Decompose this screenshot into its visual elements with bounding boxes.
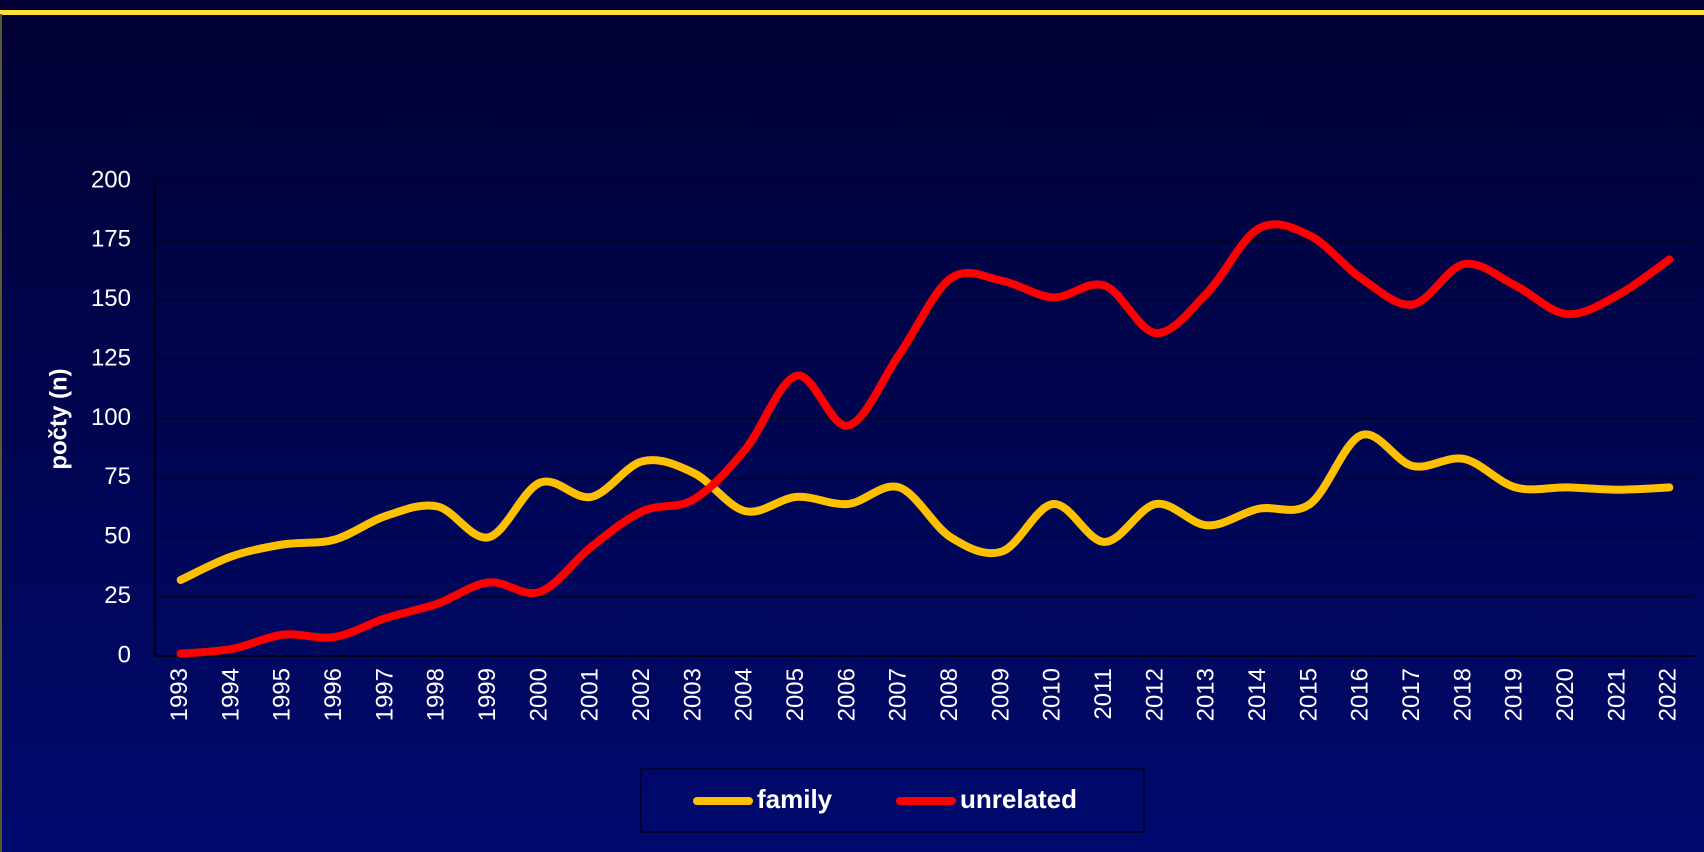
x-tick-label: 2014	[1244, 668, 1271, 721]
x-tick-label: 1997	[371, 668, 398, 721]
x-tick-label: 2001	[577, 668, 604, 721]
legend-label: family	[757, 784, 833, 814]
y-tick-label: 75	[104, 463, 131, 490]
x-tick-label: 2005	[782, 668, 809, 721]
y-axis-label: počty (n)	[45, 368, 72, 469]
x-tick-label: 2011	[1090, 668, 1117, 720]
x-tick-label: 2016	[1347, 668, 1374, 721]
x-tick-label: 2013	[1193, 668, 1220, 721]
x-tick-label: 1993	[166, 668, 193, 721]
x-tick-label: 2004	[731, 668, 758, 721]
x-tick-label: 1994	[217, 668, 244, 721]
y-tick-label: 175	[91, 226, 131, 253]
x-tick-label: 2003	[679, 668, 706, 721]
top-rule	[0, 10, 1704, 15]
series-line	[176, 220, 1674, 658]
x-tick-label: 2021	[1603, 668, 1630, 721]
legend-box	[640, 768, 1145, 833]
x-tick-label: 2019	[1501, 668, 1528, 721]
x-tick-label: 1996	[320, 668, 347, 721]
x-tick-label: 1998	[423, 668, 450, 721]
x-tick-label: 2002	[628, 668, 655, 721]
y-tick-label: 0	[118, 641, 131, 668]
x-tick-label: 2006	[833, 668, 860, 721]
legend-label: unrelated	[960, 784, 1077, 814]
x-tick-label: 2015	[1295, 668, 1322, 721]
x-tick-label: 2000	[525, 668, 552, 721]
x-tick-label: 1995	[269, 668, 296, 721]
x-tick-label: 2022	[1655, 668, 1682, 721]
y-tick-label: 200	[91, 166, 131, 193]
y-tick-label: 125	[91, 344, 131, 371]
x-tick-label: 2007	[885, 668, 912, 721]
x-tick-label: 1999	[474, 668, 501, 721]
x-tick-label: 2010	[1039, 668, 1066, 721]
x-tick-label: 2008	[936, 668, 963, 721]
x-tick-label: 2009	[987, 668, 1014, 721]
x-tick-label: 2020	[1552, 668, 1579, 721]
y-tick-label: 50	[104, 523, 131, 550]
y-tick-label: 25	[104, 582, 131, 609]
y-tick-label: 150	[91, 285, 131, 312]
x-tick-label: 2017	[1398, 668, 1425, 721]
x-tick-label: 2018	[1449, 668, 1476, 721]
x-tick-label: 2012	[1141, 668, 1168, 721]
left-rule	[0, 14, 2, 852]
series-line	[176, 430, 1674, 584]
y-tick-label: 100	[91, 404, 131, 431]
